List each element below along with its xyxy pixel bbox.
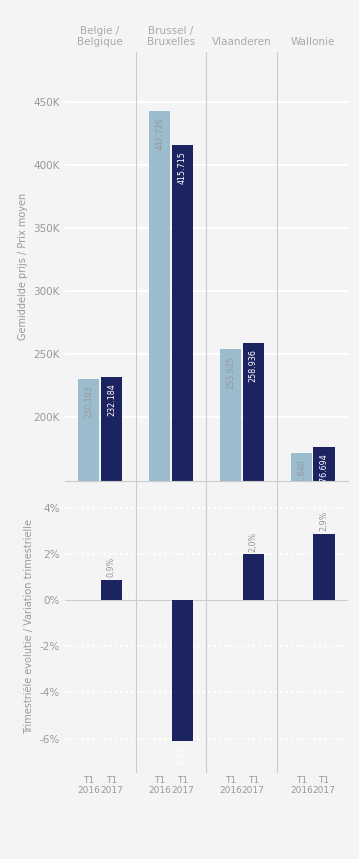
Text: 171.640: 171.640	[297, 460, 306, 492]
Bar	[313, 533, 335, 600]
Bar	[101, 377, 122, 670]
Bar	[101, 580, 122, 600]
Text: 230.103: 230.103	[84, 386, 93, 418]
Y-axis label: Gemiddelde prijs / Prix moyen: Gemiddelde prijs / Prix moyen	[18, 192, 28, 339]
Bar	[291, 454, 312, 670]
Y-axis label: Trimestriële evolutie / Variation trimestrielle: Trimestriële evolutie / Variation trimes…	[24, 520, 34, 734]
Text: -6,1%: -6,1%	[178, 743, 187, 766]
Bar	[78, 380, 99, 670]
Bar	[172, 600, 193, 740]
Bar	[172, 145, 193, 670]
Text: 2,9%: 2,9%	[320, 511, 328, 531]
Bar	[220, 350, 241, 670]
Text: 232.184: 232.184	[107, 383, 116, 416]
Text: 442.726: 442.726	[155, 118, 164, 150]
Text: 0,9%: 0,9%	[107, 557, 116, 577]
Text: 2,0%: 2,0%	[249, 532, 258, 552]
Text: 176.694: 176.694	[320, 454, 328, 486]
Bar	[149, 111, 170, 670]
Bar	[313, 447, 335, 670]
Text: 415.715: 415.715	[178, 151, 187, 185]
Bar	[243, 554, 264, 600]
Bar	[243, 343, 264, 670]
Text: 258.936: 258.936	[249, 350, 258, 382]
Text: 253.925: 253.925	[226, 356, 235, 389]
